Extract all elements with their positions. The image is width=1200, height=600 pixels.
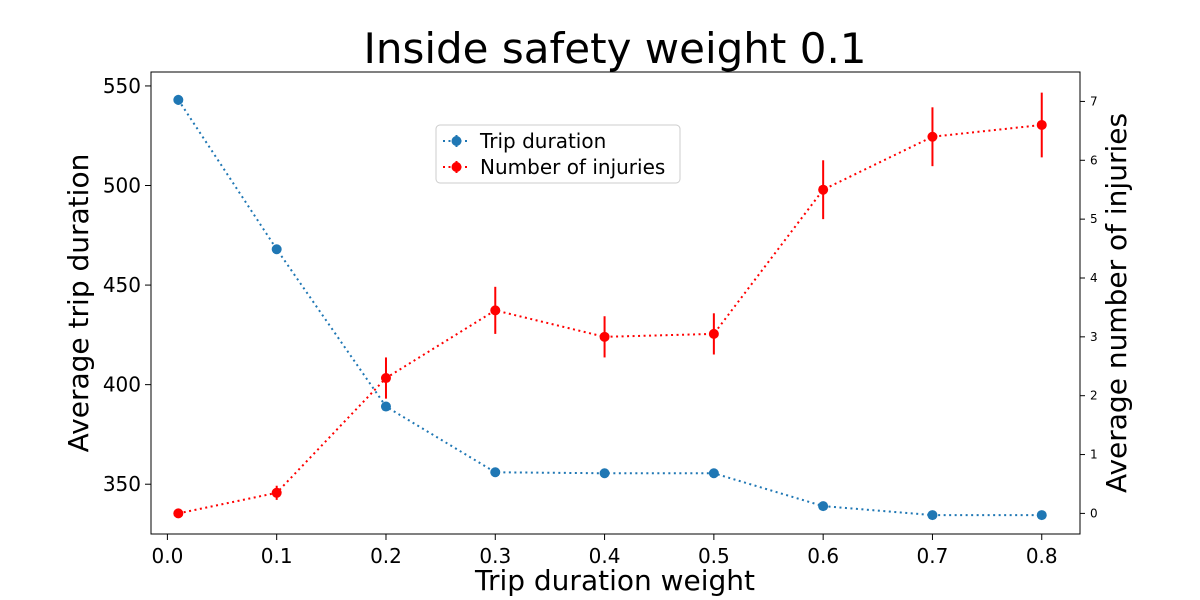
number-of-injuries-point	[818, 184, 829, 195]
trip-duration-point	[818, 501, 829, 512]
y-left-tick-label: 450	[103, 273, 141, 297]
x-tick-label: 0.4	[589, 544, 621, 568]
y-right-tick-label: 1	[1090, 448, 1098, 462]
y-right-axis-ticks: 0 1 2 3 4 5 6 7	[1080, 94, 1098, 520]
chart-title: Inside safety weight 0.1	[363, 24, 866, 73]
x-tick-label: 0.6	[807, 544, 839, 568]
x-axis-ticks: 0.0 0.1 0.2 0.3 0.4 0.5 0.6 0.7 0.8	[151, 534, 1058, 568]
legend-trip-duration-label: Trip duration	[479, 129, 606, 153]
plot-frame	[150, 71, 1081, 535]
y-left-tick-label: 350	[103, 472, 141, 496]
y-left-tick-label: 550	[103, 74, 141, 98]
trip-duration-point	[271, 244, 282, 255]
y-right-tick-label: 3	[1090, 330, 1098, 344]
y-left-tick-label: 400	[103, 373, 141, 397]
x-tick-label: 0.0	[151, 544, 183, 568]
x-tick-label: 0.3	[479, 544, 511, 568]
y-left-axis-label: Average trip duration	[62, 154, 95, 453]
y-left-tick-label: 500	[103, 174, 141, 198]
number-of-injuries-point	[1036, 119, 1047, 130]
trip-duration-point	[927, 510, 938, 521]
x-tick-label: 0.7	[917, 544, 949, 568]
y-right-tick-label: 6	[1090, 153, 1098, 167]
number-of-injuries-point	[927, 131, 938, 142]
x-tick-label: 0.8	[1026, 544, 1058, 568]
legend-trip-duration-marker	[451, 136, 462, 146]
trip-duration-point	[173, 94, 184, 105]
trip-duration-point	[1036, 510, 1047, 521]
number-of-injuries-point	[490, 305, 501, 316]
legend-number-of-injuries-label: Number of injuries	[480, 155, 665, 179]
number-of-injuries-point	[599, 331, 610, 342]
trip-duration-point	[490, 467, 501, 478]
x-tick-label: 0.5	[698, 544, 730, 568]
number-of-injuries-point	[173, 508, 184, 519]
x-axis-label: Trip duration weight	[474, 564, 755, 597]
legend-number-of-injuries-marker	[451, 162, 462, 172]
legend-box	[435, 124, 681, 184]
y-right-tick-label: 4	[1090, 271, 1098, 285]
x-tick-label: 0.2	[370, 544, 402, 568]
y-right-axis-label: Average number of injuries	[1100, 113, 1133, 493]
trip-duration-point	[708, 468, 719, 479]
y-right-tick-label: 2	[1090, 389, 1098, 403]
trip-duration-line	[177, 99, 1042, 517]
y-right-tick-label: 0	[1090, 506, 1098, 520]
number-of-injuries-point	[708, 328, 719, 339]
x-tick-label: 0.1	[261, 544, 293, 568]
series-layer	[173, 92, 1047, 521]
trip-duration-point	[380, 401, 391, 412]
number-of-injuries-point	[380, 373, 391, 384]
y-right-tick-label: 5	[1090, 212, 1098, 226]
number-of-injuries-point	[271, 487, 282, 498]
trip-duration-point	[599, 468, 610, 479]
y-left-axis-ticks: 350 400 450 500 550	[103, 74, 151, 496]
y-right-tick-label: 7	[1090, 94, 1098, 108]
